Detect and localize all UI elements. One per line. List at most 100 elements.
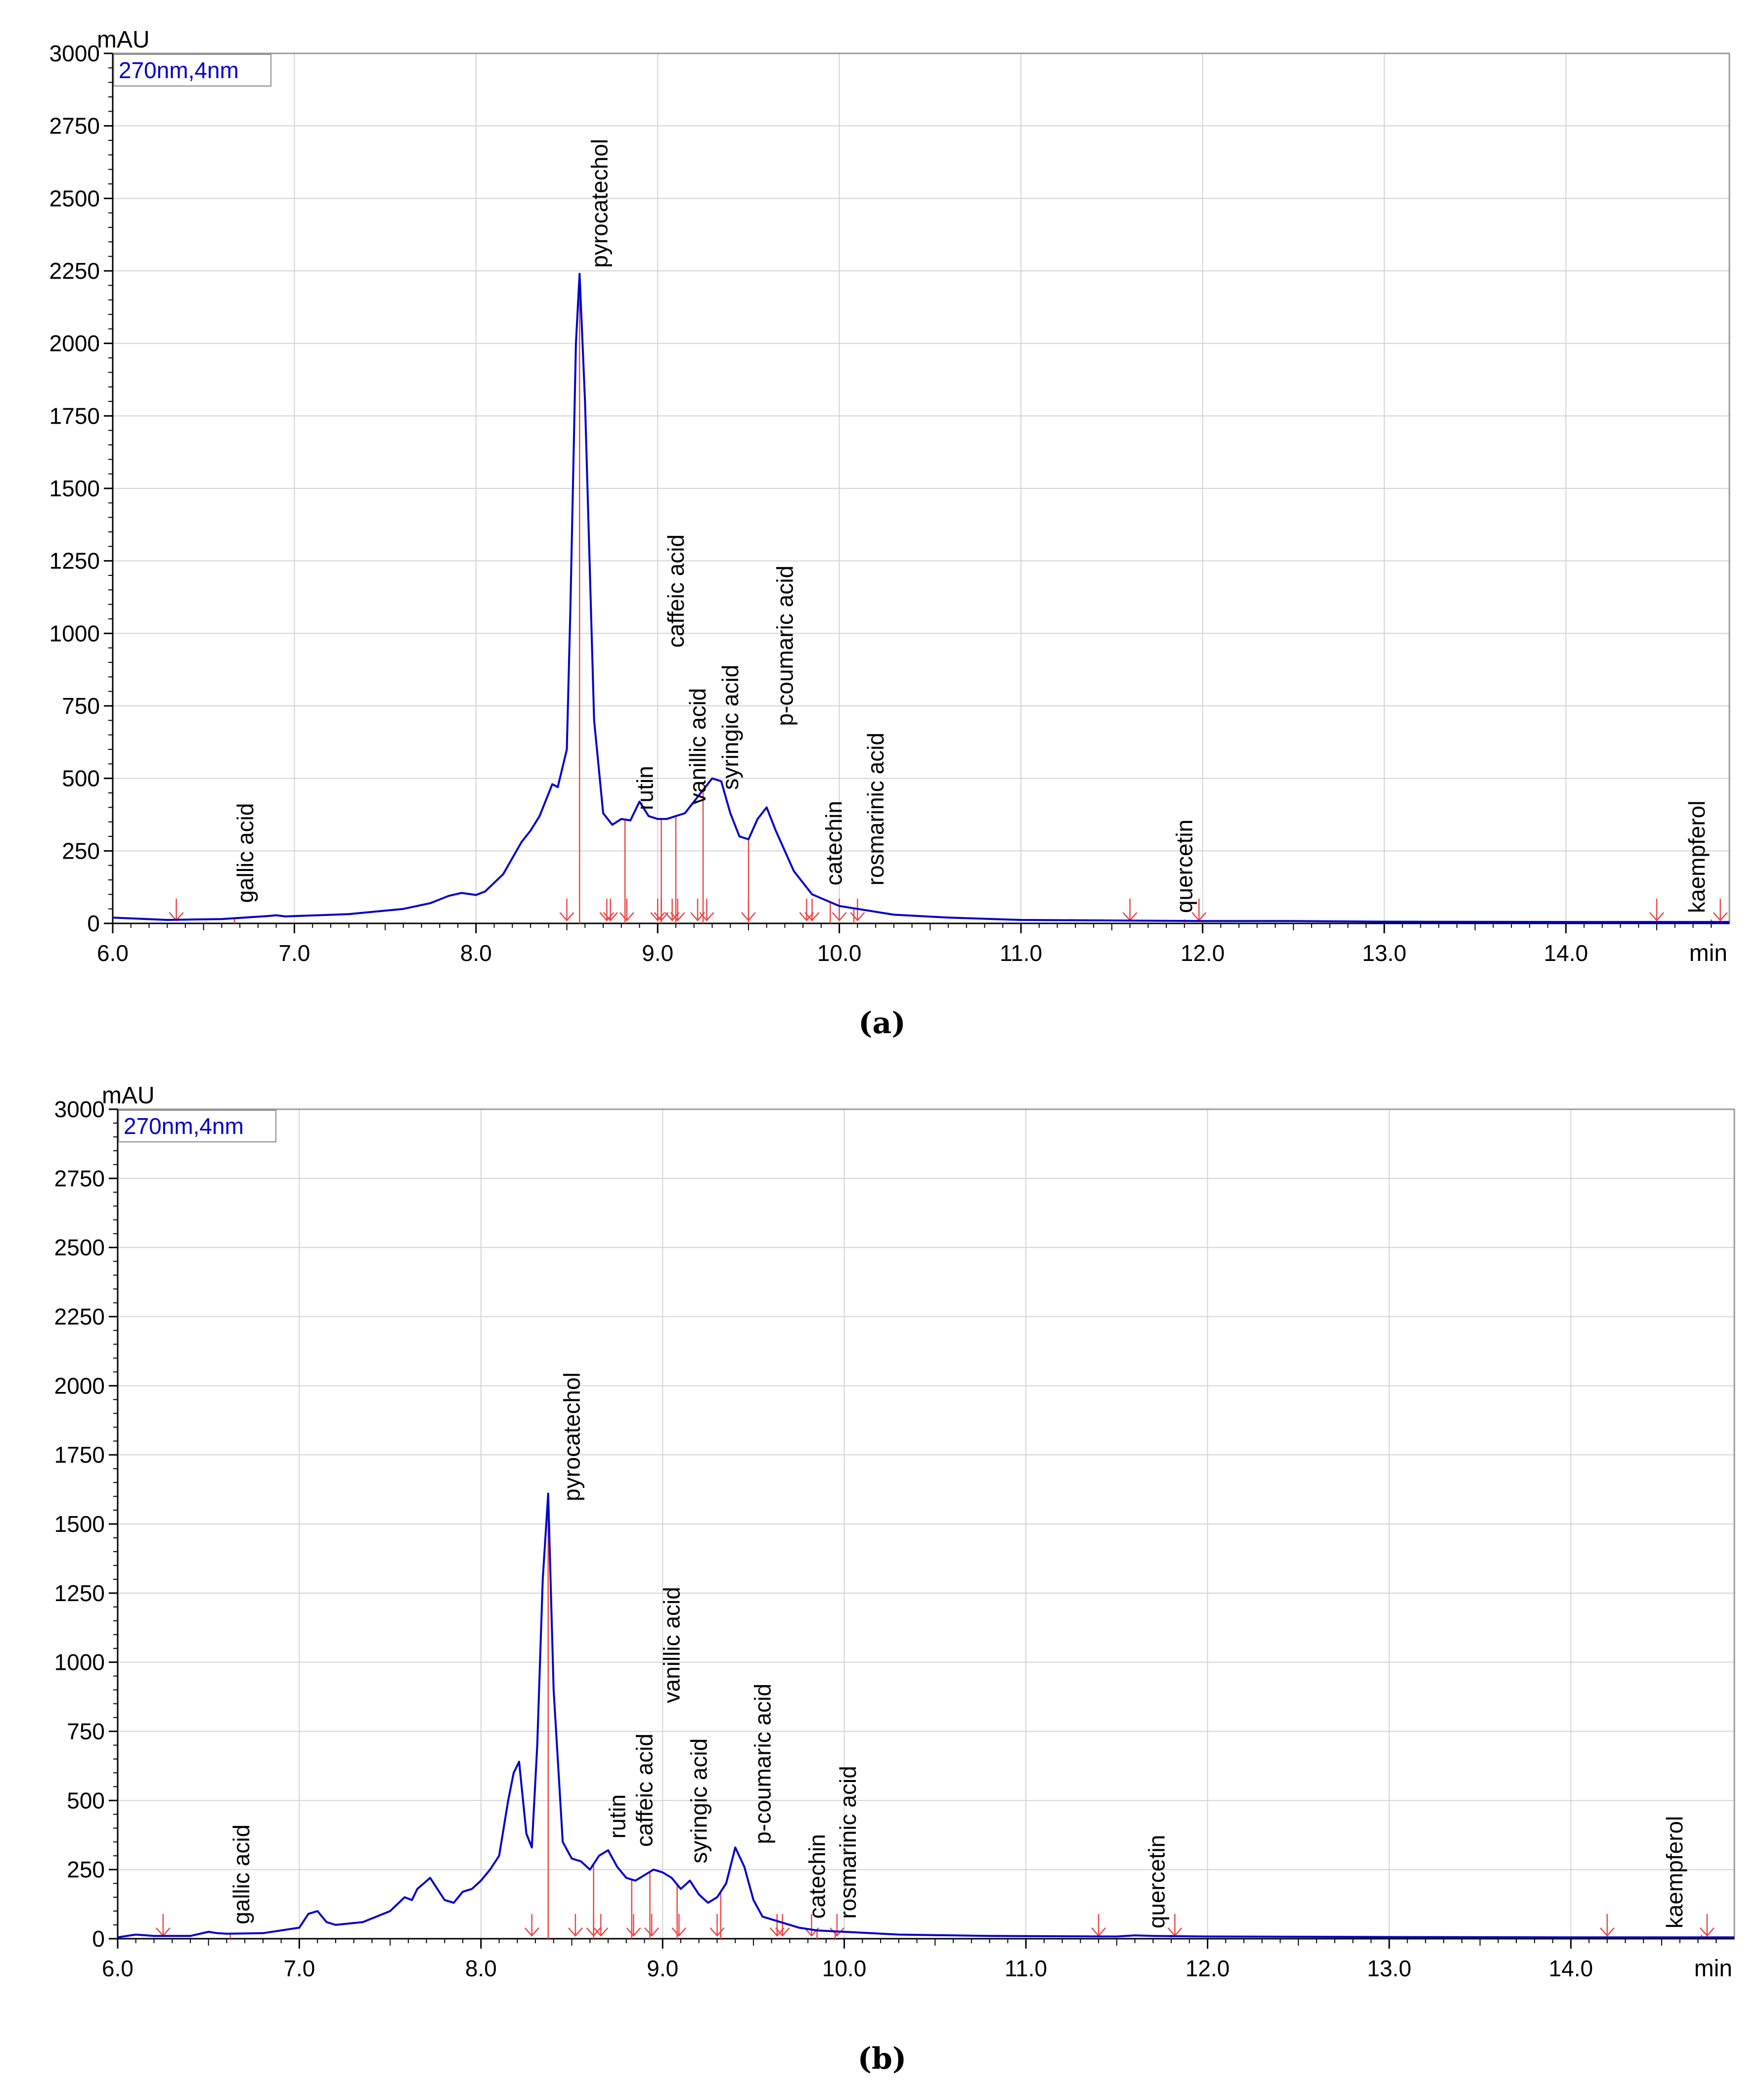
integration-arrow [804,899,820,921]
y-tick-label: 2500 [49,185,100,211]
integration-arrow [664,899,680,921]
x-axis-unit: min [1689,940,1727,966]
integration-arrow [769,1914,785,1937]
chromatogram-trace [112,272,1729,923]
y-tick-label: 1750 [49,403,100,429]
peak-label: catechin [804,1834,830,1918]
peak-label: rutin [604,1794,630,1838]
y-tick-label: 2250 [54,1304,105,1330]
x-tick-label: 10.0 [817,940,862,966]
y-tick-label: 500 [62,766,100,791]
integration-arrow [670,899,685,921]
integration-arrow [603,899,618,921]
chromatogram-panel-a: (a) 0 250 500 750 1000 1250 1500 1750 2000 2250 25… [49,27,1730,1041]
y-tick-label: 1750 [54,1442,105,1468]
integration-arrow [799,899,814,921]
integration-arrow [699,899,714,921]
integration-arrow [586,1914,601,1937]
x-tick-label: 11.0 [1005,1956,1047,1981]
x-tick-label: 7.0 [283,1956,315,1981]
peak-label: rutin [632,766,658,810]
peak-label: syringic acid [686,1739,712,1864]
integration-arrow [654,899,669,921]
y-tick-label: 1000 [54,1650,105,1675]
legend-box [118,1110,276,1142]
y-axis-unit: mAU [102,1083,155,1109]
peak-label: vanillic acid [685,688,710,804]
integration-arrow [644,1914,660,1937]
y-tick-label: 0 [87,911,100,936]
integration-arrow [593,1914,609,1937]
peak-label: caffeic acid [632,1734,658,1847]
x-tick-label: 7.0 [278,940,310,966]
y-tick-label: 2250 [49,258,100,284]
y-tick-label: 1500 [54,1511,105,1537]
integration-arrow [568,1914,583,1937]
x-tick-label: 9.0 [642,940,673,966]
panel-caption: (b) [858,2042,907,2076]
x-tick-label: 12.0 [1186,1956,1230,1981]
integration-arrow [155,1914,171,1937]
y-tick-label: 2500 [54,1235,105,1261]
x-tick-label: 6.0 [102,1956,133,1981]
legend-label: 270nm,4nm [119,57,239,83]
y-tick-label: 1250 [54,1580,105,1606]
y-tick-label: 3000 [49,41,100,66]
peak-label: quercetin [1144,1835,1170,1928]
integration-arrow [741,899,756,921]
peak-label: rosmarinic acid [835,1766,861,1918]
integration-arrow [1091,1914,1106,1937]
peak-label: gallic acid [228,1825,254,1924]
y-tick-label: 500 [67,1787,105,1813]
integration-arrow [709,1914,725,1937]
peak-label: vanillic acid [659,1587,685,1703]
x-tick-label: 14.0 [1549,1956,1593,1981]
integration-arrow [524,1914,539,1937]
legend-label: 270nm,4nm [124,1113,244,1139]
peak-label: rosmarinic acid [863,733,888,885]
integration-arrow [626,1914,641,1937]
y-tick-label: 2750 [54,1166,105,1191]
peak-label: kaempferol [1684,801,1710,914]
chromatogram-panel-b: (b) 0 250 500 750 1000 1250 1500 1750 2000 2250 25… [54,1083,1735,2076]
integration-arrow [559,899,574,921]
chromatogram-trace [117,1492,1734,1939]
x-tick-label: 9.0 [647,1956,678,1981]
integration-arrow [1122,899,1138,921]
y-tick-label: 250 [62,838,100,864]
x-tick-label: 13.0 [1367,1956,1411,1981]
y-tick-label: 0 [92,1926,105,1952]
integration-arrow [1699,1914,1715,1937]
x-tick-label: 14.0 [1544,940,1588,966]
integration-arrow [1649,899,1664,921]
y-tick-label: 2000 [49,331,100,356]
integration-arrow [671,1914,687,1937]
x-tick-label: 8.0 [465,1956,497,1981]
panel-caption: (a) [858,1006,906,1041]
y-tick-label: 2750 [49,113,100,139]
x-tick-label: 11.0 [1000,940,1042,966]
x-tick-label: 12.0 [1181,940,1225,966]
x-tick-label: 8.0 [460,940,492,966]
integration-arrow [775,1914,790,1937]
y-tick-label: 1500 [49,476,100,501]
legend-box [113,54,271,87]
x-tick-label: 10.0 [822,1956,867,1981]
x-tick-label: 6.0 [97,940,129,966]
integration-arrow [1599,1914,1615,1937]
peak-label: kaempferol [1662,1816,1687,1929]
integration-arrow [169,899,184,921]
y-axis-unit: mAU [97,27,150,53]
peak-label: pyrocatechol [559,1372,585,1501]
peak-label: p-coumaric acid [750,1684,775,1844]
peak-label: pyrocatechol [587,139,613,268]
x-axis-unit: min [1694,1956,1732,1982]
integration-arrow [619,899,634,921]
peak-label: quercetin [1172,820,1197,913]
peak-label: p-coumaric acid [772,566,797,726]
y-tick-label: 3000 [54,1096,105,1122]
y-tick-label: 1250 [49,548,100,574]
peak-label: catechin [821,801,847,885]
integration-arrow [832,899,847,921]
peak-label: syringic acid [717,665,743,790]
